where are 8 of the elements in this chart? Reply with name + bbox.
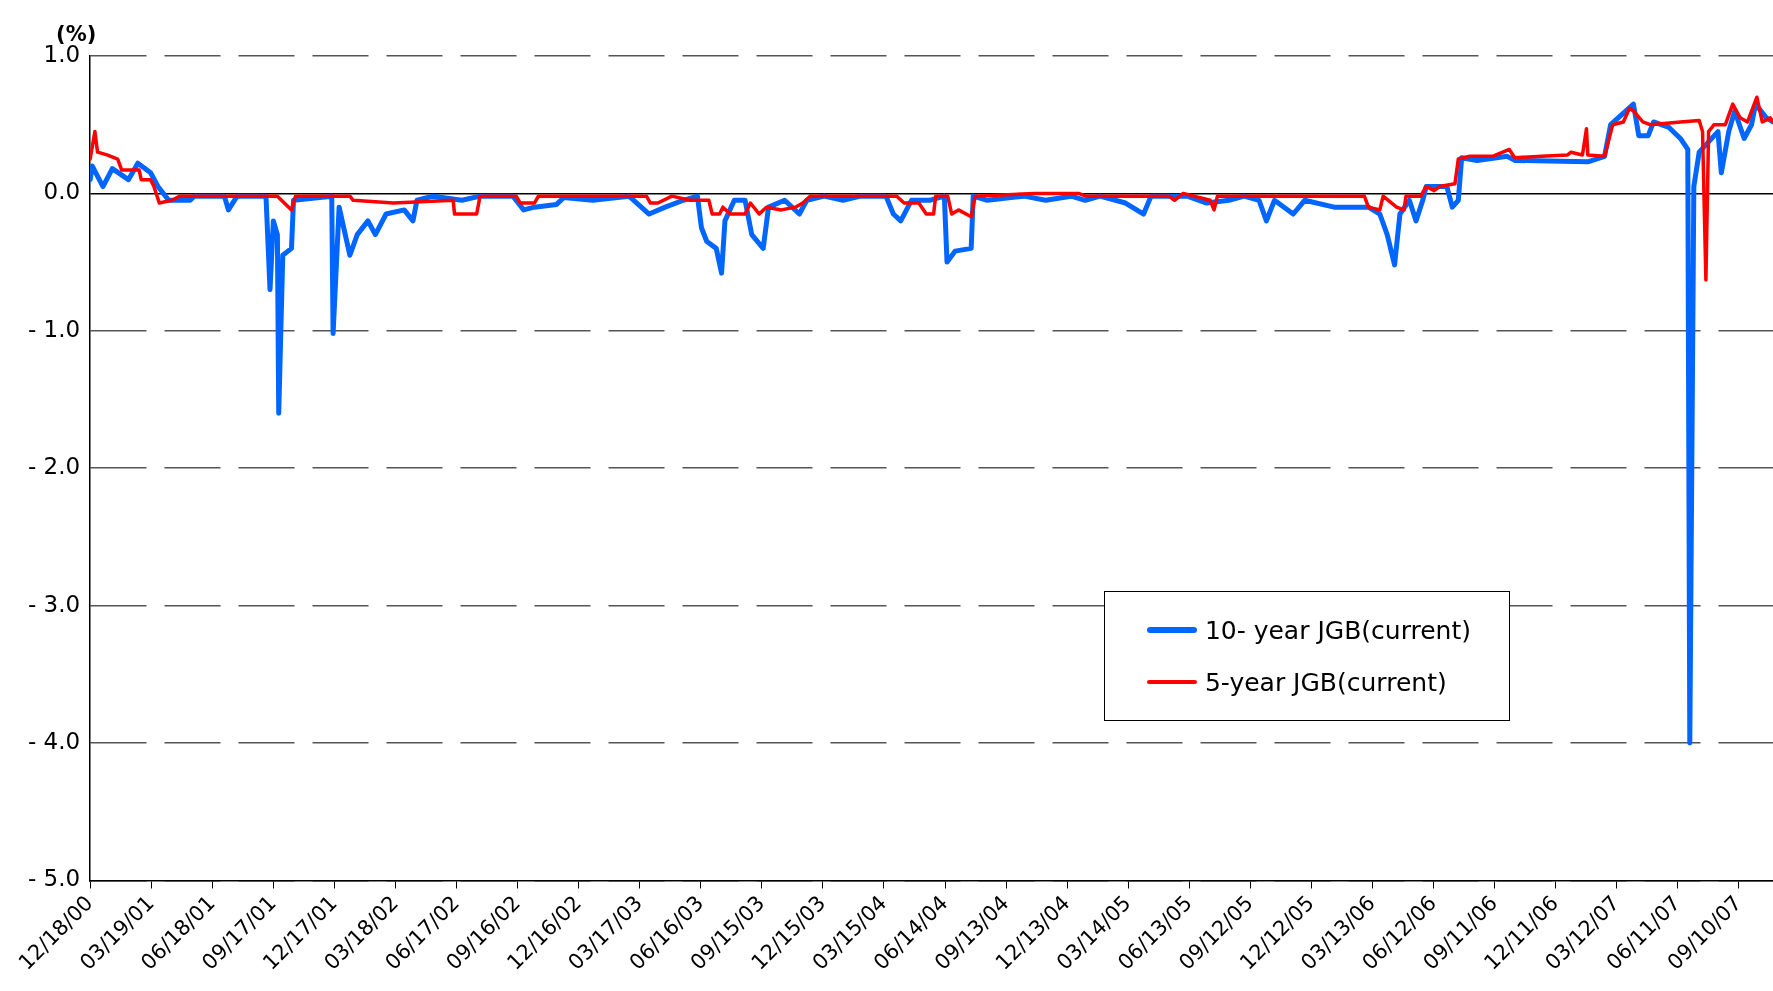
legend-label: 5-year JGB(current) bbox=[1204, 667, 1447, 697]
legend-label: 10- year JGB(current) bbox=[1204, 615, 1471, 645]
y-tick-label: - 4.0 bbox=[27, 728, 81, 755]
y-tick-label: - 1.0 bbox=[27, 315, 81, 342]
y-tick-label: - 5.0 bbox=[27, 865, 81, 892]
y-tick-label: 0.0 bbox=[43, 178, 81, 205]
y-tick-label: - 2.0 bbox=[27, 453, 81, 480]
y-tick-label: - 3.0 bbox=[27, 590, 81, 617]
